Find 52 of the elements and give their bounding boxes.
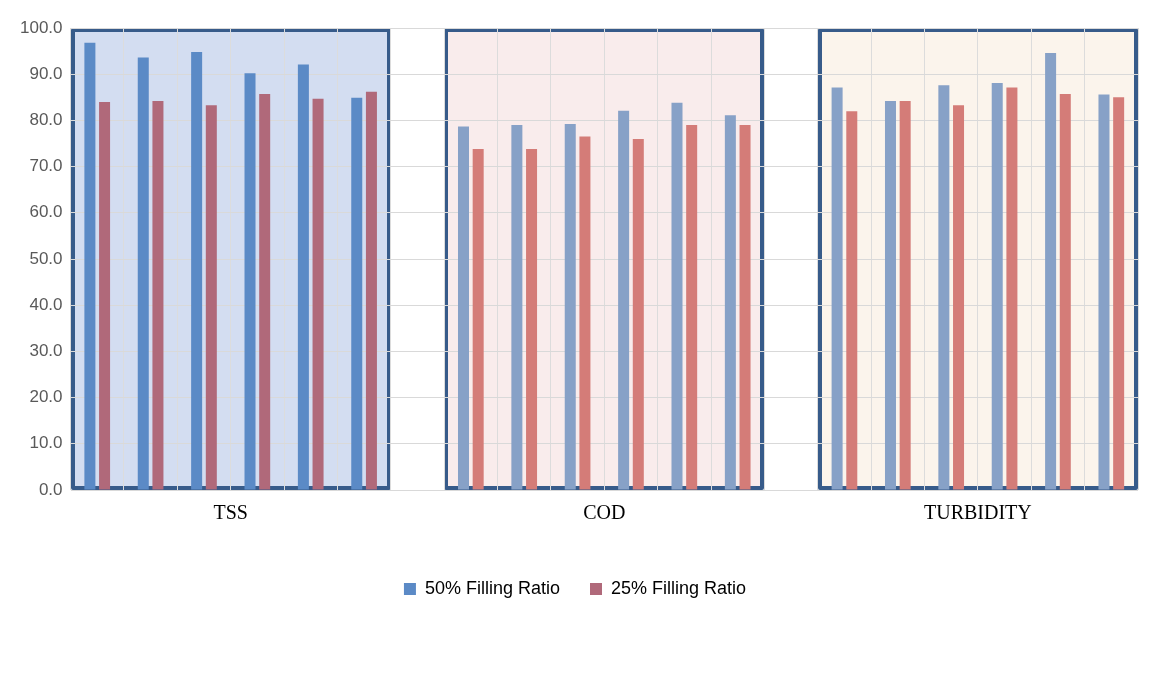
y-tick-label: 60.0 — [29, 202, 63, 222]
bar — [1059, 94, 1071, 490]
bar — [724, 115, 736, 490]
y-tick-label: 0.0 — [38, 479, 63, 499]
bar — [297, 64, 309, 490]
legend-label: 25% Filling Ratio — [611, 577, 747, 598]
y-tick-label: 20.0 — [29, 387, 63, 407]
bar — [1006, 87, 1018, 490]
bar — [259, 94, 271, 490]
bar — [205, 105, 217, 490]
bar — [618, 110, 630, 490]
bar — [244, 73, 256, 490]
bar — [899, 101, 911, 490]
bar — [1113, 97, 1125, 490]
bar — [686, 125, 698, 490]
legend-label: 50% Filling Ratio — [424, 577, 560, 598]
bar — [84, 42, 96, 490]
bar — [739, 125, 751, 490]
bar — [472, 149, 484, 490]
bar — [1045, 52, 1057, 490]
bar — [846, 111, 858, 490]
y-tick-label: 70.0 — [29, 156, 63, 176]
bar — [365, 91, 377, 490]
bar — [152, 101, 164, 490]
y-tick-label: 10.0 — [29, 433, 63, 453]
bar — [831, 87, 843, 490]
bar — [191, 52, 203, 490]
bar — [884, 101, 896, 490]
y-tick-label: 50.0 — [29, 248, 63, 268]
bar — [1098, 94, 1110, 490]
bar — [953, 105, 965, 490]
text: COD — [583, 501, 626, 524]
bar — [351, 97, 363, 490]
bar — [312, 98, 324, 490]
y-tick-label: 90.0 — [29, 63, 63, 83]
bar — [99, 101, 111, 490]
y-tick-label: 80.0 — [29, 110, 63, 130]
bar — [991, 82, 1003, 490]
y-tick-label: 40.0 — [29, 294, 63, 314]
bar — [938, 85, 950, 490]
bar — [632, 138, 644, 490]
bar — [526, 149, 538, 490]
bar — [458, 126, 469, 490]
y-tick-label: 100.0 — [19, 17, 63, 37]
bar — [511, 125, 523, 490]
text: TURBIDITY — [924, 501, 1032, 524]
bar — [671, 102, 683, 490]
text: TSS — [213, 501, 248, 524]
bar — [579, 136, 591, 490]
bar — [564, 124, 576, 490]
bar — [137, 57, 149, 490]
y-tick-label: 30.0 — [29, 341, 63, 361]
